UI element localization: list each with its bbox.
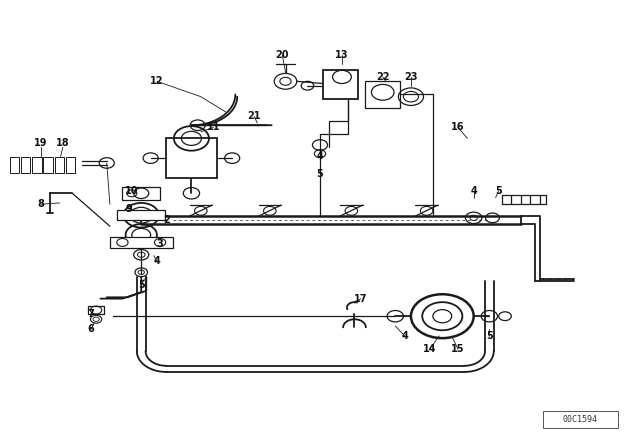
Text: 17: 17 (354, 293, 367, 304)
Text: 5: 5 (317, 168, 323, 178)
Text: 5: 5 (138, 280, 145, 290)
Text: 00C1594: 00C1594 (563, 415, 598, 424)
Text: 8: 8 (38, 199, 44, 209)
Text: 19: 19 (34, 138, 47, 148)
Text: 4: 4 (401, 331, 408, 341)
FancyBboxPatch shape (117, 210, 165, 220)
Text: 20: 20 (276, 50, 289, 60)
FancyBboxPatch shape (66, 157, 76, 172)
FancyBboxPatch shape (32, 157, 42, 172)
Text: 6: 6 (88, 324, 95, 334)
Text: 2: 2 (163, 215, 170, 224)
Text: 4: 4 (317, 151, 323, 161)
FancyBboxPatch shape (110, 237, 173, 248)
FancyBboxPatch shape (21, 157, 30, 172)
Text: 11: 11 (207, 122, 220, 133)
Text: 13: 13 (335, 50, 349, 60)
FancyBboxPatch shape (10, 157, 19, 172)
FancyBboxPatch shape (365, 82, 399, 108)
FancyBboxPatch shape (54, 157, 64, 172)
Text: 5: 5 (486, 331, 493, 341)
Text: 9: 9 (125, 204, 132, 214)
FancyBboxPatch shape (44, 157, 53, 172)
FancyBboxPatch shape (122, 187, 160, 200)
FancyBboxPatch shape (323, 70, 358, 99)
Text: 23: 23 (404, 72, 418, 82)
Text: 21: 21 (248, 112, 261, 121)
Text: 4: 4 (154, 256, 160, 266)
Text: 5: 5 (495, 186, 502, 196)
FancyBboxPatch shape (88, 306, 104, 314)
Text: 18: 18 (56, 138, 70, 148)
Text: 14: 14 (423, 344, 436, 354)
FancyBboxPatch shape (166, 138, 216, 178)
Text: 22: 22 (376, 72, 390, 82)
Text: 4: 4 (470, 186, 477, 196)
Text: 15: 15 (451, 344, 465, 354)
Text: 3: 3 (157, 239, 163, 249)
Text: 10: 10 (125, 186, 139, 196)
Text: 16: 16 (451, 122, 465, 133)
Text: 12: 12 (150, 76, 164, 86)
Text: 7: 7 (88, 309, 95, 319)
